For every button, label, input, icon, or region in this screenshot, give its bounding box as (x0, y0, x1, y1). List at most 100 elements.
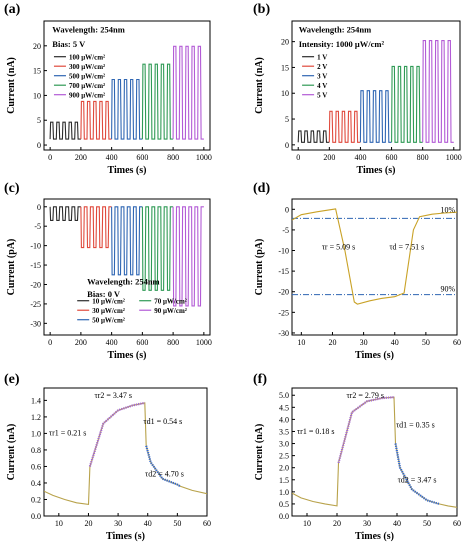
x-tick-label: 50 (173, 519, 181, 528)
annotation: Wavelength: 254nm (299, 25, 372, 35)
annotation: τr = 5.09 s (322, 242, 356, 251)
legend-label: 50 μW/cm² (92, 317, 125, 325)
legend-label: 700 μW/cm² (69, 82, 105, 90)
y-axis-label: Current (nA) (6, 424, 17, 481)
y-tick-label: 4.5 (279, 403, 289, 412)
panel-e: 10 20 30 40 50 60 0.0 0.2 0.4 0.6 0.8 1.0 1.2 1.4 Time… (6, 387, 211, 542)
x-tick-label: 800 (417, 153, 429, 162)
fit-curve-rise (88, 401, 146, 467)
x-tick-label: 200 (75, 153, 87, 162)
annotation: 90% (441, 284, 456, 293)
x-tick-label: 20 (328, 338, 336, 347)
y-tick-label: -25 (278, 308, 289, 317)
x-axis-label: Times (s) (108, 350, 147, 361)
x-axis-label: Times (s) (357, 165, 396, 176)
y-tick-label: 10 (281, 89, 289, 98)
legend-label: 70 μW/cm² (154, 298, 187, 306)
y-tick-label: 5.0 (279, 391, 289, 400)
x-tick-label: 10 (297, 338, 305, 347)
x-axis-label: Times (s) (108, 165, 147, 176)
panel-label-e: (e) (4, 372, 20, 387)
y-tick-label: -30 (30, 319, 41, 328)
x-tick-label: 60 (453, 519, 461, 528)
legend-label: 5 V (317, 92, 327, 100)
panel-c: 0 200 400 600 800 1000 0 -5 -10 -15 -20 -25 -30 Times… (6, 198, 212, 361)
y-tick-label: -25 (30, 300, 41, 309)
series-line-4 (391, 65, 423, 143)
y-tick-label: 4.0 (279, 415, 289, 424)
y-tick-label: -5 (282, 226, 289, 235)
annotation: τr1 = 0.21 s (49, 428, 87, 437)
plot-area (49, 206, 204, 307)
x-tick-label: 0 (48, 153, 52, 162)
y-axis-label: Current (pA) (254, 239, 265, 296)
x-tick-label: 50 (423, 519, 431, 528)
series-line-1 (292, 208, 457, 305)
annotation: τd2 = 3.47 s (398, 476, 437, 485)
plot-area (49, 45, 204, 140)
y-tick-label: 0 (285, 205, 289, 214)
annotation: τr1 = 0.18 s (297, 427, 335, 436)
panel-b: 0 200 400 600 800 1000 0 5 10 15 20 Times (s) Curren… (254, 20, 462, 176)
series-line-1 (44, 402, 207, 506)
x-tick-label: 10 (303, 519, 311, 528)
annotation: Intensity: 1000 μW/cm² (299, 39, 385, 49)
panel-label-c: (c) (4, 181, 20, 196)
x-tick-label: 800 (167, 338, 179, 347)
plot-area (297, 40, 454, 143)
y-tick-label: -10 (30, 242, 41, 251)
series-line-1 (49, 121, 81, 140)
y-tick-label: 5 (285, 115, 289, 124)
plot-frame (291, 198, 458, 336)
plot-frame (43, 198, 211, 336)
series-line-4 (141, 206, 174, 291)
y-tick-label: 2.0 (279, 464, 289, 473)
annotation: 10% (441, 206, 456, 215)
y-axis-label: Current (nA) (6, 57, 17, 114)
plot-frame (43, 387, 208, 517)
y-tick-label: 0 (285, 141, 289, 150)
series-line-1 (297, 130, 330, 143)
fit-curve-decay (145, 445, 181, 488)
panel-label-f: (f) (253, 372, 267, 387)
y-tick-label: 1.0 (279, 488, 289, 497)
x-tick-label: 1000 (196, 153, 212, 162)
series-line-2 (80, 206, 112, 249)
x-tick-label: 60 (203, 519, 211, 528)
y-tick-label: 1.0 (31, 429, 41, 438)
panel-a: 0 200 400 600 800 1000 0 5 10 15 20 Times (s) Curren… (6, 20, 212, 176)
annotation: τd = 7.51 s (389, 242, 424, 251)
annotation: τr2 = 3.47 s (95, 391, 133, 400)
y-tick-label: 20 (281, 38, 289, 47)
series-line-5 (172, 45, 204, 140)
fit-curve-decay (394, 443, 440, 505)
series-line-3 (359, 90, 392, 143)
y-tick-label: -15 (30, 261, 41, 270)
legend-label: 4 V (317, 82, 327, 90)
annotation: τd1 = 0.35 s (396, 421, 435, 430)
y-tick-label: 1.4 (31, 396, 41, 405)
series-line-2 (328, 110, 361, 143)
panel-label-b: (b) (253, 2, 271, 17)
legend-label: 30 μW/cm² (92, 307, 125, 315)
x-tick-label: 30 (114, 519, 122, 528)
y-tick-label: 3.0 (279, 440, 289, 449)
y-tick-label: 20 (33, 42, 41, 51)
x-axis-label: Times (s) (355, 350, 394, 361)
y-axis-label: Current (pA) (6, 239, 17, 296)
y-tick-label: 0.2 (31, 495, 41, 504)
y-tick-label: -30 (278, 329, 289, 338)
x-tick-label: 0 (296, 153, 300, 162)
y-tick-label: 5 (37, 116, 41, 125)
x-tick-label: 600 (136, 153, 148, 162)
x-tick-label: 1000 (446, 153, 462, 162)
x-tick-label: 800 (167, 153, 179, 162)
y-tick-label: 0 (37, 141, 41, 150)
x-tick-label: 20 (84, 519, 92, 528)
x-tick-label: 30 (363, 519, 371, 528)
y-tick-label: 1.2 (31, 413, 41, 422)
x-tick-label: 50 (422, 338, 430, 347)
series-line-1 (292, 396, 457, 508)
series-line-1 (49, 206, 81, 221)
